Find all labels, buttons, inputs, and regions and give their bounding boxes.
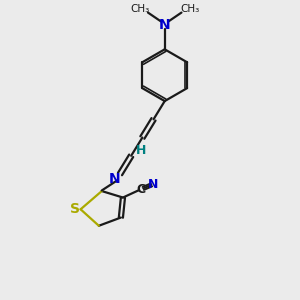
Text: N: N — [109, 172, 121, 186]
Text: N: N — [159, 18, 170, 32]
Text: CH₃: CH₃ — [130, 4, 149, 14]
Text: H: H — [135, 144, 146, 157]
Text: S: S — [70, 202, 80, 216]
Text: CH₃: CH₃ — [180, 4, 199, 14]
Text: N: N — [148, 178, 159, 190]
Text: C: C — [136, 183, 146, 196]
